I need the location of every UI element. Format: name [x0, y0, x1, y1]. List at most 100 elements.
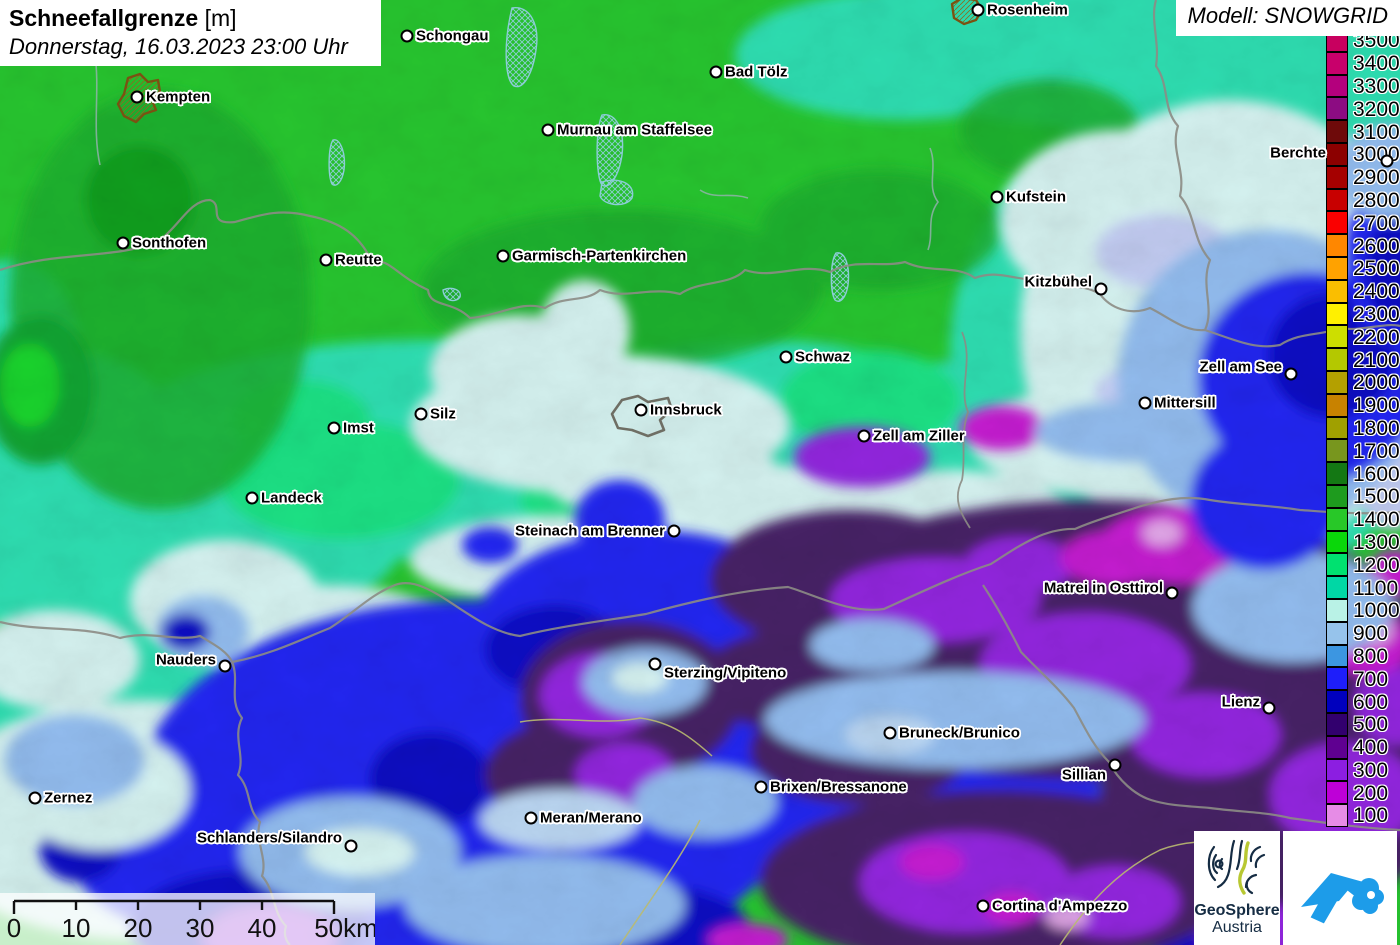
map-title-text: Schneefallgrenze	[9, 5, 199, 31]
legend-label: 1000	[1353, 599, 1400, 623]
city-marker	[400, 29, 414, 43]
legend-swatch	[1326, 598, 1348, 622]
legend-swatch	[1326, 188, 1348, 212]
city-label: Schwaz	[795, 348, 851, 366]
city-label: Reutte	[335, 251, 382, 269]
legend-label: 700	[1353, 667, 1389, 691]
legend-swatch	[1326, 165, 1348, 189]
legend-swatch	[1326, 211, 1348, 235]
legend-label: 2700	[1353, 211, 1400, 235]
legend-swatch	[1326, 348, 1348, 371]
legend-row: 2200	[1326, 325, 1400, 349]
scalebar-panel: 0 10 20 30 40 50km	[0, 893, 375, 945]
legend-swatch	[1326, 735, 1348, 759]
city-label: Imst	[343, 419, 374, 437]
legend-label: 2600	[1353, 234, 1400, 258]
legend-swatch	[1326, 462, 1348, 485]
city-marker	[1262, 701, 1276, 715]
legend-label: 500	[1353, 713, 1389, 737]
legend-swatch	[1326, 621, 1348, 645]
legend-swatch	[1326, 302, 1348, 326]
legend-row: 2700	[1326, 211, 1400, 235]
geosphere-country: Austria	[1212, 919, 1262, 936]
legend-row: 2500	[1326, 256, 1400, 281]
city-marker	[667, 524, 681, 538]
legend-swatch	[1326, 644, 1348, 668]
legend-swatch	[1326, 530, 1348, 554]
legend-swatch	[1326, 781, 1348, 805]
legend-label: 800	[1353, 644, 1389, 668]
legend-swatch	[1326, 256, 1348, 280]
legend-label: 3100	[1353, 120, 1400, 144]
city-label: Silz	[430, 405, 456, 423]
scalebar-number: 50km	[314, 913, 375, 943]
city-label: Brixen/Bressanone	[770, 778, 907, 796]
legend-label: 2300	[1353, 302, 1400, 326]
legend-label: 1200	[1353, 553, 1400, 577]
legend-swatch	[1326, 553, 1348, 577]
legend-swatch	[1326, 74, 1348, 98]
city-label: Garmisch-Partenkirchen	[512, 247, 687, 265]
geosphere-wordmark: GeoSphere	[1194, 902, 1280, 919]
city-label: Nauders	[155, 651, 216, 669]
scalebar-numbers: 0 10 20 30 40 50km	[7, 913, 375, 943]
city-label: Zell am See	[1199, 358, 1282, 376]
legend-swatch	[1326, 507, 1348, 531]
city-label: Landeck	[261, 489, 322, 507]
city-marker	[883, 726, 897, 740]
geosphere-contour-icon	[1207, 839, 1266, 895]
city-marker	[414, 407, 428, 421]
model-label: Modell: SNOWGRID	[1187, 3, 1388, 28]
scalebar-number: 0	[7, 913, 21, 943]
scalebar-number: 10	[62, 913, 91, 943]
legend-swatch	[1326, 142, 1348, 166]
legend-row: 1200	[1326, 553, 1400, 577]
city-marker	[1284, 367, 1298, 381]
city-label: Berchte	[1270, 144, 1326, 162]
legend-swatch	[1326, 97, 1348, 121]
city-marker	[1108, 758, 1122, 772]
legend-label: 2000	[1353, 371, 1400, 395]
city-marker	[634, 403, 648, 417]
legend-row: 1400	[1326, 507, 1400, 532]
title-panel: Schneefallgrenze [m] Donnerstag, 16.03.2…	[0, 0, 381, 66]
legend-label: 900	[1353, 622, 1389, 646]
legend-row: 3200	[1326, 97, 1400, 121]
legend-label: 3300	[1353, 74, 1400, 98]
city-label: Lienz	[1221, 693, 1260, 711]
legend-row: 1800	[1326, 416, 1400, 441]
city-marker	[971, 3, 985, 17]
legend-label: 2200	[1353, 325, 1400, 349]
city-marker	[130, 90, 144, 104]
city-label: Cortina d'Ampezzo	[992, 897, 1128, 915]
legend-swatch	[1326, 370, 1348, 394]
city-marker	[541, 123, 555, 137]
legend-swatch	[1326, 576, 1348, 599]
legend-row: 2800	[1326, 188, 1400, 213]
legend-swatch	[1326, 120, 1348, 143]
legend-label: 2900	[1353, 166, 1400, 190]
city-label: Zell am Ziller	[873, 427, 965, 445]
city-marker	[245, 491, 259, 505]
partner-logo-box	[1283, 831, 1397, 945]
scalebar-graphic: 0 10 20 30 40 50km	[7, 899, 375, 943]
legend-label: 200	[1353, 781, 1389, 805]
map-unit-text: [m]	[198, 5, 237, 31]
legend-row: 2900	[1326, 165, 1400, 190]
legend-label: 2800	[1353, 188, 1400, 212]
map-datetime: Donnerstag, 16.03.2023 23:00 Uhr	[9, 34, 348, 59]
legend-row: 300	[1326, 758, 1388, 783]
legend-row: 1000	[1326, 598, 1400, 623]
legend-label: 300	[1353, 758, 1389, 782]
legend-swatch	[1326, 279, 1348, 303]
scalebar-number: 40	[248, 913, 277, 943]
city-label: Bruneck/Brunico	[899, 724, 1020, 742]
city-label: Bad Tölz	[725, 63, 788, 81]
legend-row: 200	[1326, 781, 1388, 805]
city-label: Matrei in Osttirol	[1043, 579, 1163, 597]
legend-swatch	[1326, 804, 1348, 827]
innsbruck-city-boundary	[610, 394, 674, 438]
city-marker	[709, 65, 723, 79]
geosphere-logo-box: GeoSphere Austria	[1194, 831, 1280, 945]
